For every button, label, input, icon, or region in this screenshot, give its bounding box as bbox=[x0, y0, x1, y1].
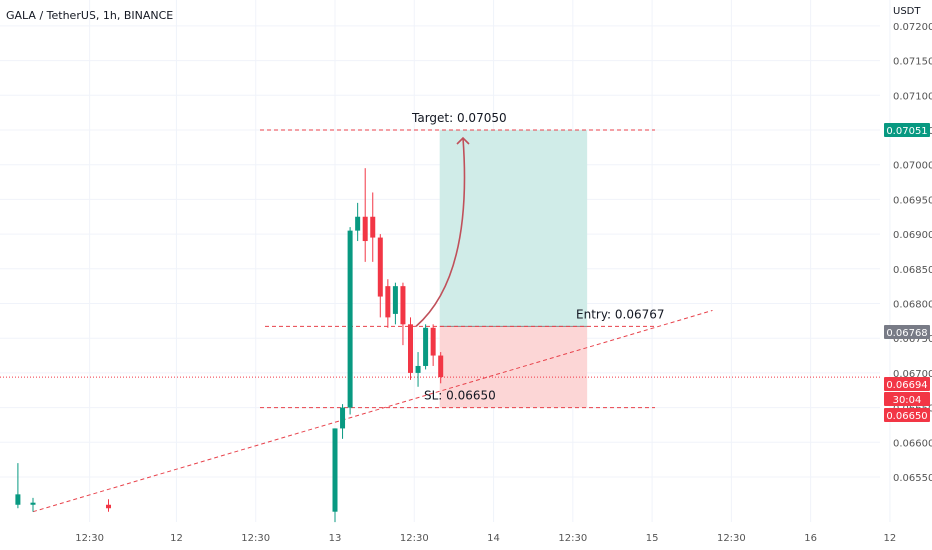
candle-up bbox=[355, 216, 361, 231]
y-tick-label: 0.06550 bbox=[893, 473, 932, 484]
candle-up bbox=[15, 494, 21, 505]
candle-down bbox=[430, 327, 436, 356]
candle-up bbox=[332, 428, 338, 512]
candle-down bbox=[377, 237, 383, 297]
x-tick-label: 12:30 bbox=[241, 533, 270, 544]
y-tick-label: 0.06950 bbox=[893, 195, 932, 206]
candle-down bbox=[362, 216, 368, 242]
x-tick-label: 12 bbox=[170, 533, 183, 544]
currency-label: USDT bbox=[893, 6, 921, 17]
arrow-head-icon bbox=[456, 136, 470, 145]
y-tick-label: 0.06850 bbox=[893, 265, 932, 276]
candle-down bbox=[408, 324, 413, 373]
price-tag-label: 0.06650 bbox=[886, 411, 927, 422]
y-tick-label: 0.06800 bbox=[893, 300, 932, 311]
y-tick-label: 0.06750 bbox=[893, 334, 932, 345]
x-tick-label: 12:30 bbox=[400, 533, 429, 544]
y-tick-label: 0.07200 bbox=[893, 22, 932, 33]
price-tag-label: 0.06694 bbox=[886, 380, 927, 391]
stop-loss-label: SL: 0.06650 bbox=[424, 389, 496, 403]
y-tick-label: 0.06600 bbox=[893, 438, 932, 449]
target-arrow bbox=[415, 137, 466, 328]
x-tick-label: 12:30 bbox=[558, 533, 587, 544]
y-tick-label: 0.07000 bbox=[893, 161, 932, 172]
price-tag-label: 30:04 bbox=[893, 395, 922, 406]
x-tick-label: 15 bbox=[646, 533, 659, 544]
candle-up bbox=[30, 502, 36, 505]
y-tick-label: 0.07100 bbox=[893, 91, 932, 102]
price-tag bbox=[884, 123, 930, 137]
candle-down bbox=[385, 286, 391, 318]
entry-label: Entry: 0.06767 bbox=[576, 307, 665, 321]
price-tag bbox=[884, 325, 930, 339]
price-tag-label: 0.06768 bbox=[886, 328, 927, 339]
candle-down bbox=[370, 216, 376, 238]
candle-up bbox=[347, 230, 353, 408]
y-tick-label: 0.07150 bbox=[893, 57, 932, 68]
price-tag bbox=[884, 408, 930, 422]
y-tick-label: 0.06700 bbox=[893, 369, 932, 380]
candle-up bbox=[415, 365, 421, 373]
price-tag-label: 0.07051 bbox=[886, 126, 927, 137]
target-label: Target: 0.07050 bbox=[411, 111, 507, 125]
candle-down bbox=[400, 286, 406, 325]
x-tick-label: 12:30 bbox=[717, 533, 746, 544]
x-tick-label: 12:30 bbox=[75, 533, 104, 544]
x-tick-label: 14 bbox=[487, 533, 500, 544]
loss-zone bbox=[439, 326, 588, 408]
candle-up bbox=[392, 286, 398, 314]
candle-up bbox=[423, 327, 429, 366]
x-tick-label: 12 bbox=[884, 533, 897, 544]
candle-down bbox=[106, 504, 111, 509]
y-tick-label: 0.06900 bbox=[893, 230, 932, 241]
price-tag bbox=[884, 392, 930, 406]
x-tick-label: 13 bbox=[329, 533, 342, 544]
candle-down bbox=[438, 355, 444, 378]
candle-up bbox=[340, 407, 346, 429]
x-tick-label: 16 bbox=[804, 533, 817, 544]
price-tag bbox=[884, 377, 930, 391]
trendline bbox=[32, 309, 713, 513]
